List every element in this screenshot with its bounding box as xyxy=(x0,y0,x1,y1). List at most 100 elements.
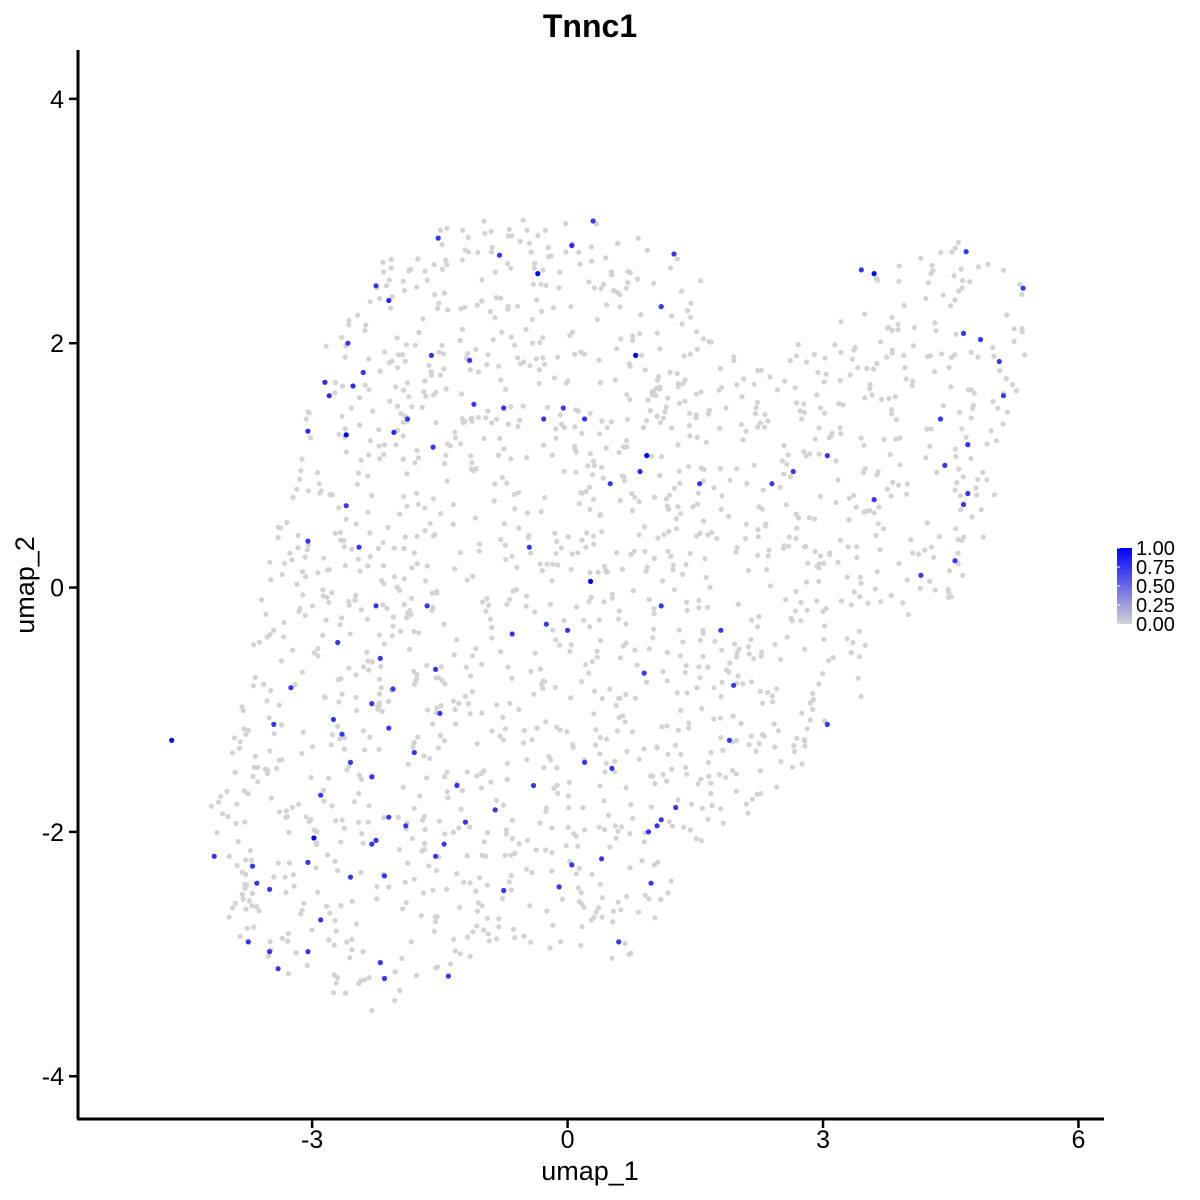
background-cell-point xyxy=(597,380,604,386)
background-cell-point xyxy=(845,544,851,550)
background-cell-point xyxy=(605,812,612,818)
background-cell-point xyxy=(827,550,833,556)
background-cell-point xyxy=(735,601,741,608)
background-cell-point xyxy=(892,394,899,400)
background-cell-point xyxy=(249,903,255,909)
background-cell-point xyxy=(459,257,465,263)
background-cell-point xyxy=(603,567,609,574)
background-cell-point xyxy=(414,447,420,454)
background-cell-point xyxy=(473,346,479,352)
background-cell-point xyxy=(597,881,603,887)
background-cell-point xyxy=(311,650,317,656)
background-cell-point xyxy=(717,466,724,472)
legend-label: 1.00 xyxy=(1136,538,1175,560)
background-cell-point xyxy=(862,466,868,472)
background-cell-point xyxy=(360,664,367,670)
background-cell-point xyxy=(625,417,631,423)
background-cell-point xyxy=(294,581,300,587)
background-cell-point xyxy=(537,666,544,672)
background-cell-point xyxy=(650,626,657,632)
background-cell-point xyxy=(664,650,671,656)
background-cell-point xyxy=(886,396,892,402)
background-cell-point xyxy=(851,347,857,353)
background-cell-point xyxy=(856,628,862,634)
background-cell-point xyxy=(971,390,977,396)
background-cell-point xyxy=(681,353,687,359)
background-cell-point xyxy=(389,294,395,300)
background-cell-point xyxy=(718,693,724,700)
background-cell-point xyxy=(341,746,348,752)
background-cell-point xyxy=(703,574,709,581)
background-cell-point xyxy=(923,295,929,302)
background-cell-point xyxy=(820,671,826,677)
background-cell-point xyxy=(798,618,804,624)
background-cell-point xyxy=(575,885,582,891)
background-cell-point xyxy=(889,327,895,333)
expressing-cell-point xyxy=(645,829,652,835)
background-cell-point xyxy=(980,469,986,475)
background-cell-point xyxy=(338,839,344,845)
expressing-cell-point xyxy=(588,578,594,585)
background-cell-point xyxy=(874,360,880,367)
background-cell-point xyxy=(802,646,808,652)
background-cell-point xyxy=(578,349,584,355)
background-cell-point xyxy=(275,524,282,531)
background-cell-point xyxy=(255,779,261,785)
background-cell-point xyxy=(524,593,530,599)
background-cell-point xyxy=(952,245,958,251)
background-cell-point xyxy=(565,378,571,384)
background-cell-point xyxy=(508,265,514,271)
background-cell-point xyxy=(314,840,320,846)
background-cell-point xyxy=(687,433,693,439)
background-cell-point xyxy=(315,570,321,576)
background-cell-point xyxy=(427,755,433,762)
background-cell-point xyxy=(459,416,465,422)
background-cell-point xyxy=(578,942,584,949)
background-cell-point xyxy=(780,545,787,551)
background-cell-point xyxy=(924,520,930,526)
background-cell-point xyxy=(492,315,498,321)
expressing-cell-point xyxy=(245,939,251,945)
background-cell-point xyxy=(948,354,955,360)
background-cell-point xyxy=(651,494,658,500)
background-cell-point xyxy=(541,765,547,771)
background-cell-point xyxy=(628,802,634,808)
expressing-cell-point xyxy=(965,442,971,448)
background-cell-point xyxy=(469,653,475,659)
background-cell-point xyxy=(587,570,593,576)
background-cell-point xyxy=(360,949,366,955)
background-cell-point xyxy=(706,773,712,780)
background-cell-point xyxy=(220,811,226,817)
background-cell-point xyxy=(320,593,326,599)
background-cell-point xyxy=(658,420,664,426)
background-cell-point xyxy=(527,363,533,369)
background-cell-point xyxy=(586,484,593,490)
background-cell-point xyxy=(579,430,585,436)
background-cell-point xyxy=(895,482,902,488)
background-cell-point xyxy=(342,990,349,996)
background-cell-point xyxy=(457,904,463,911)
background-cell-point xyxy=(761,733,767,739)
expressing-cell-point xyxy=(435,235,441,241)
background-cell-point xyxy=(673,516,680,522)
background-cell-point xyxy=(333,928,339,934)
background-cell-point xyxy=(701,518,707,524)
background-cell-point xyxy=(610,908,617,914)
background-cell-point xyxy=(553,550,559,557)
background-cell-point xyxy=(555,354,561,360)
background-cell-point xyxy=(279,935,285,942)
background-cell-point xyxy=(651,280,657,286)
background-cell-point xyxy=(388,305,394,311)
background-cell-point xyxy=(667,265,674,271)
background-cell-point xyxy=(395,365,401,371)
background-cell-point xyxy=(292,682,298,688)
background-cell-point xyxy=(751,381,757,387)
background-cell-point xyxy=(365,473,371,479)
background-cell-point xyxy=(521,933,527,939)
background-cell-point xyxy=(612,758,618,764)
background-cell-point xyxy=(714,536,720,542)
expressing-cell-point xyxy=(322,379,328,385)
background-cell-point xyxy=(483,415,489,421)
background-cell-point xyxy=(391,574,398,580)
background-cell-point xyxy=(719,647,725,653)
